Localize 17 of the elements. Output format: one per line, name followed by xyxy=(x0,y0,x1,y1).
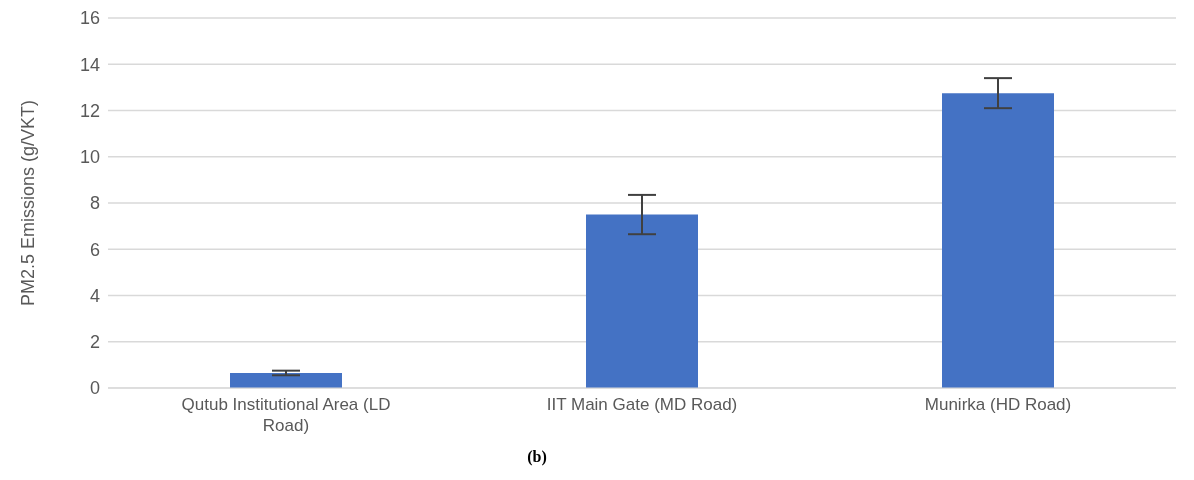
y-tick-label: 14 xyxy=(79,54,100,75)
x-tick-label: Munirka (HD Road) xyxy=(924,395,1072,414)
y-tick-label: 2 xyxy=(89,332,100,353)
x-tick-label: Qutub Institutional Area (LD Road) xyxy=(181,395,391,435)
y-tick-label: 6 xyxy=(89,239,100,260)
bar xyxy=(230,372,342,388)
y-tick-label: 8 xyxy=(89,193,100,214)
y-tick-label: 10 xyxy=(79,147,100,168)
bar xyxy=(586,214,698,388)
y-axis-title: PM2.5 Emissions (g/VKT) xyxy=(18,99,39,307)
y-tick-label: 16 xyxy=(79,8,100,29)
bar xyxy=(942,93,1054,388)
x-tick-label: IIT Main Gate (MD Road) xyxy=(546,395,738,414)
y-tick-label: 4 xyxy=(89,285,100,306)
text: (b) xyxy=(526,448,548,466)
y-tick-label: 12 xyxy=(79,100,100,121)
y-tick-label: 0 xyxy=(89,378,100,399)
